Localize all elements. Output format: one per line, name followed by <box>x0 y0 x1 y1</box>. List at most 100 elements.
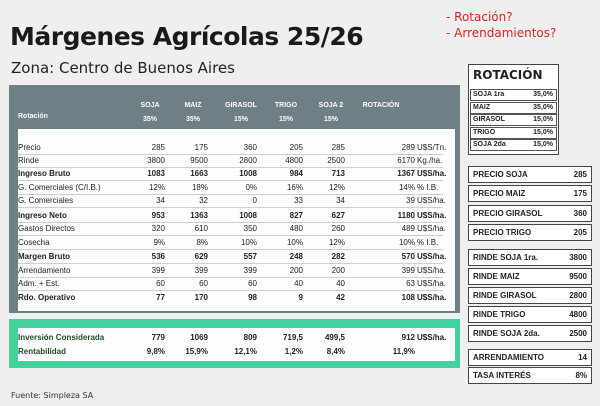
row-divider <box>18 167 443 168</box>
rotation-item: TRIGO 15,0% <box>470 126 557 139</box>
param-box-value: 14 <box>578 353 587 362</box>
cell-value: 489 <box>401 224 415 233</box>
rotation-share: 35,0% <box>533 103 553 111</box>
cell-value: 12% <box>328 183 345 192</box>
cell-value: 12,1% <box>234 347 257 356</box>
unit-label: U$S/ha. <box>417 211 447 220</box>
cell-value: 260 <box>331 224 345 233</box>
unit-label: Kg./ha. <box>417 156 443 165</box>
row-label: Ingreso Bruto <box>18 169 71 178</box>
unit-label: U$S/ha. <box>417 169 447 178</box>
cell-value: 912 <box>401 333 415 342</box>
cell-value: 570 <box>401 252 415 261</box>
cell-value: 63 <box>406 279 415 288</box>
cell-value: 60 <box>248 279 257 288</box>
price-box-label: PRECIO TRIGO <box>473 228 532 237</box>
row-divider <box>18 207 443 208</box>
price-box: PRECIO GIRASOL 360 <box>468 205 592 222</box>
yield-box: RINDE MAIZ 9500 <box>468 268 592 285</box>
note-item: - Rotación? <box>446 10 513 24</box>
cell-value: 98 <box>248 293 257 302</box>
cell-value: 33 <box>294 196 303 205</box>
cell-value: 9 <box>298 293 303 302</box>
investment-frame <box>9 319 460 368</box>
cell-value: 77 <box>156 293 165 302</box>
cell-value: 1069 <box>190 333 208 342</box>
unit-label: U$S/ha. <box>417 266 446 275</box>
cell-value: 1,2% <box>284 347 303 356</box>
cell-value: 15,9% <box>185 347 208 356</box>
unit-label: % I.B. <box>417 183 439 192</box>
cell-value: 11,9% <box>392 347 415 356</box>
cell-value: 34 <box>336 196 345 205</box>
cell-value: 9% <box>153 238 165 247</box>
row-label: Rdo. Operativo <box>18 293 76 302</box>
rotation-share: 15,0% <box>533 116 553 124</box>
price-box-value: 175 <box>573 189 587 198</box>
table-row: Rdo. Operativo 77 170 98 9 42 108 U$S/ha. <box>18 291 455 304</box>
yield-box-value: 4800 <box>569 310 587 319</box>
yield-box-value: 2800 <box>569 291 587 300</box>
cell-value: 3800 <box>147 156 165 165</box>
cell-value: 200 <box>289 266 303 275</box>
cell-value: 39 <box>406 196 415 205</box>
cell-value: 9500 <box>190 156 208 165</box>
margins-table-frame <box>9 85 460 313</box>
cell-value: 10% <box>398 238 415 247</box>
yield-box-label: RINDE GIRASOL <box>473 291 537 300</box>
row-label: Ingreso Neto <box>18 211 67 220</box>
row-label: Margen Bruto <box>18 252 70 261</box>
table-row: Ingreso Bruto 1083 1663 1008 984 713 1367 U$S/h… <box>18 167 455 180</box>
rotation-share: 15,0% <box>533 128 553 136</box>
cell-value: 719,5 <box>282 333 303 342</box>
row-header-label: Rotación <box>18 113 48 120</box>
cell-value: 60 <box>156 279 165 288</box>
cell-value: 1180 <box>397 211 415 220</box>
cell-value: 1367 <box>397 169 415 178</box>
rotation-crop: MAIZ <box>473 103 491 111</box>
yield-box-label: RINDE SOJA 1ra. <box>473 253 539 262</box>
cell-value: 9,8% <box>146 347 165 356</box>
rotation-item: SOJA 1ra 35,0% <box>470 89 557 101</box>
cell-value: 0% <box>245 183 257 192</box>
cell-value: 4800 <box>285 156 303 165</box>
cell-value: 1363 <box>190 211 208 220</box>
table-row: Adm. + Est. 60 60 60 40 40 63 U$S/ha. <box>18 277 455 290</box>
rotation-share: 15,0% <box>533 141 553 149</box>
table-row: G. Comerciales 34 32 0 33 34 39 U$S/ha. <box>18 194 455 207</box>
source-note: Fuente: Simpleza SA <box>11 391 94 400</box>
table-row: Cosecha 9% 8% 10% 10% 12% 10%% I.B. <box>18 236 455 249</box>
cell-value: 10% <box>240 238 257 247</box>
yield-box-label: RINDE TRIGO <box>473 310 526 319</box>
cell-value: 360 <box>243 143 257 152</box>
investment-body <box>18 328 455 361</box>
param-box: ARRENDAMIENTO 14 <box>468 349 592 366</box>
cell-value: 18% <box>191 183 208 192</box>
column-header: GIRASOL 15% <box>225 102 257 123</box>
cell-value: 809 <box>243 333 257 342</box>
row-label: Arrendamiento <box>18 266 71 275</box>
table-row: Arrendamiento 399 399 399 200 200 399 U$S/ha. <box>18 264 455 277</box>
row-label: Adm. + Est. <box>18 279 60 288</box>
table-row: Gastos Directos 320 610 350 480 260 489 U$S/ha. <box>18 222 455 235</box>
yield-box-value: 3800 <box>569 253 587 262</box>
cell-value: 6170 <box>397 156 415 165</box>
price-box: PRECIO TRIGO 205 <box>468 224 592 241</box>
cell-value: 399 <box>194 266 208 275</box>
cell-value: 170 <box>194 293 208 302</box>
unit-label: U$S/ha. <box>417 252 447 261</box>
row-label: Rentabilidad <box>18 347 67 356</box>
cell-value: 984 <box>289 169 303 178</box>
cell-value: 536 <box>151 252 165 261</box>
cell-value: 399 <box>401 266 415 275</box>
cell-value: 827 <box>289 211 303 220</box>
table-row: Precio 285 175 360 205 285 289 U$S/Tn. <box>18 141 455 154</box>
cell-value: 629 <box>194 252 208 261</box>
cell-value: 953 <box>151 211 165 220</box>
cell-value: 1008 <box>239 169 257 178</box>
cell-value: 1083 <box>147 169 165 178</box>
row-label: Inversión Considerada <box>18 333 105 342</box>
param-box-label: TASA INTERÉS <box>473 371 531 380</box>
row-label: G. Comerciales (C/I.B.) <box>18 183 101 192</box>
yield-box-label: RINDE SOJA 2da. <box>473 329 540 338</box>
